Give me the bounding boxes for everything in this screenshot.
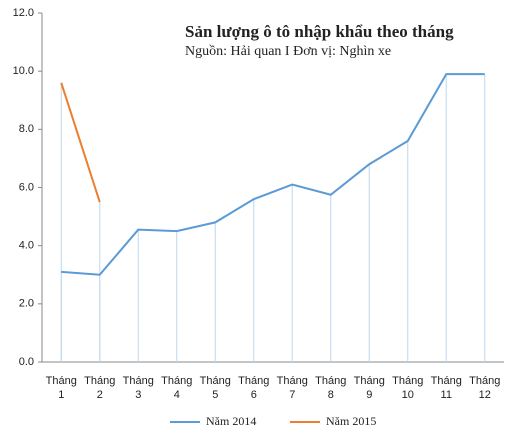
chart-title: Sản lượng ô tô nhập khẩu theo tháng [185, 22, 454, 41]
series-line [60, 82, 101, 203]
y-tick-label: 0.0 [19, 356, 34, 368]
x-tick-label: Tháng 6 [238, 375, 270, 401]
x-tick-label: Tháng 8 [315, 375, 347, 401]
y-tick-label: 4.0 [19, 240, 34, 252]
x-tick-label: Tháng 12 [469, 375, 501, 401]
x-tick-label: Tháng 2 [84, 375, 116, 401]
x-tick-label: Tháng 1 [45, 375, 77, 401]
x-tick-label: Tháng 9 [353, 375, 385, 401]
x-tick-label: Tháng 3 [122, 375, 154, 401]
y-tick-label: 10.0 [13, 65, 34, 77]
x-tick-label: Tháng 11 [430, 375, 462, 401]
x-tick-label: Tháng 7 [276, 375, 308, 401]
chart-subtitle: Nguồn: Hải quan I Đơn vị: Nghìn xe [185, 44, 391, 59]
legend-label: Năm 2014 [206, 414, 256, 428]
y-tick-label: 8.0 [19, 123, 34, 135]
legend-label: Năm 2015 [326, 414, 376, 428]
x-tick-label: Tháng 4 [161, 375, 193, 401]
y-tick-label: 2.0 [19, 298, 34, 310]
series-line [61, 73, 485, 276]
y-tick-label: 12.0 [13, 7, 34, 19]
y-tick-label: 6.0 [19, 181, 34, 193]
x-tick-label: Tháng 10 [392, 375, 424, 401]
x-tick-label: Tháng 5 [199, 375, 231, 401]
